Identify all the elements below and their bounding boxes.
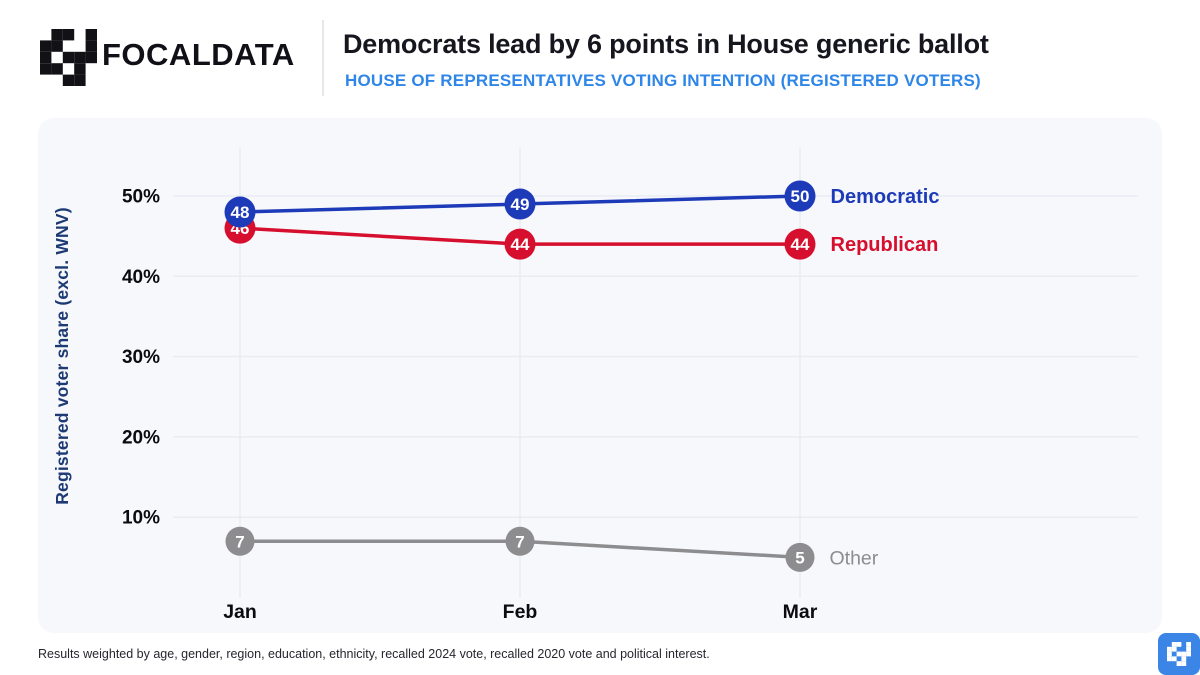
logo-pixel — [51, 63, 63, 75]
logo-pixel — [1186, 646, 1191, 652]
xtick-label-Mar: Mar — [783, 601, 818, 623]
logo-pixel — [51, 40, 63, 52]
page-title: Democrats lead by 6 points in House gene… — [343, 29, 989, 59]
series-label-republican: Republican — [831, 234, 939, 256]
point-other-Feb — [505, 526, 535, 556]
logo-pixel — [85, 29, 97, 41]
logo-pixel — [1176, 642, 1182, 647]
logo-pixel — [62, 74, 75, 86]
logo-pixel — [1176, 661, 1182, 666]
point-label-other-Mar: 5 — [795, 548, 804, 567]
logo-pixel — [74, 74, 86, 86]
logo-pixel — [62, 51, 75, 64]
point-label-other-Feb: 7 — [515, 532, 524, 551]
focaldata-corner-badge — [1158, 633, 1200, 675]
xtick-label-Feb: Feb — [503, 601, 538, 623]
logo-pixel — [1167, 656, 1172, 662]
logo-pixel — [74, 63, 86, 75]
point-republican-Feb — [504, 228, 536, 260]
page-subtitle: HOUSE OF REPRESENTATIVES VOTING INTENTIO… — [345, 71, 981, 90]
logo-pixel — [51, 29, 63, 41]
point-democratic-Mar — [784, 180, 816, 212]
logo-pixel — [1171, 656, 1177, 662]
series-label-democratic: Democratic — [831, 186, 940, 208]
logo-pixel — [62, 29, 75, 41]
logo-pixel — [1167, 646, 1172, 652]
logo-pixel — [40, 63, 52, 75]
logo-pixel — [1181, 651, 1187, 657]
point-label-other-Jan: 7 — [235, 532, 244, 551]
point-democratic-Feb — [504, 188, 536, 220]
point-other-Mar — [785, 542, 815, 572]
logo-pixel — [1186, 642, 1191, 647]
logo-pixel — [1181, 656, 1187, 662]
series-label-other: Other — [830, 547, 879, 569]
line-chart: 10% 20% 30% 40% 50% Jan Feb Mar Registered voter… — [52, 148, 1138, 623]
logo-pixel — [1186, 651, 1191, 657]
header-divider — [322, 20, 324, 96]
logo-pixel — [74, 51, 86, 64]
methodology-note: Results weighted by age, gender, region,… — [38, 647, 710, 661]
logo-pixel — [1171, 642, 1177, 647]
logo-pixel — [85, 40, 97, 52]
point-label-democratic-Mar: 50 — [791, 187, 810, 206]
point-label-republican-Mar: 44 — [791, 235, 810, 254]
logo-pixel — [85, 51, 97, 64]
point-republican-Mar — [784, 228, 816, 260]
chart-panel: 10% 20% 30% 40% 50% Jan Feb Mar Registered voter… — [38, 118, 1162, 633]
logo-pixel — [40, 40, 52, 52]
ytick-label-10: 10% — [122, 508, 160, 529]
point-democratic-Jan — [224, 196, 256, 228]
point-label-democratic-Jan: 48 — [231, 203, 250, 222]
ytick-label-20: 20% — [122, 427, 160, 448]
logo-pixel — [1167, 651, 1172, 657]
point-other-Jan — [225, 526, 255, 556]
logo-pixel — [1171, 646, 1177, 652]
focaldata-logo-icon-small — [1167, 642, 1191, 666]
logo-pixel — [1181, 661, 1187, 666]
logo-pixel — [1176, 651, 1182, 657]
point-label-republican-Feb: 44 — [511, 235, 530, 254]
ytick-label-40: 40% — [122, 267, 160, 288]
focaldata-logo-icon — [40, 29, 97, 86]
point-label-democratic-Feb: 49 — [511, 195, 530, 214]
brand-name: FOCALDATA — [102, 37, 295, 72]
logo-pixel — [40, 51, 52, 64]
ytick-label-50: 50% — [122, 187, 160, 208]
ytick-label-30: 30% — [122, 347, 160, 368]
y-axis-title: Registered voter share (excl. WNV) — [52, 207, 72, 505]
xtick-label-Jan: Jan — [223, 601, 257, 623]
